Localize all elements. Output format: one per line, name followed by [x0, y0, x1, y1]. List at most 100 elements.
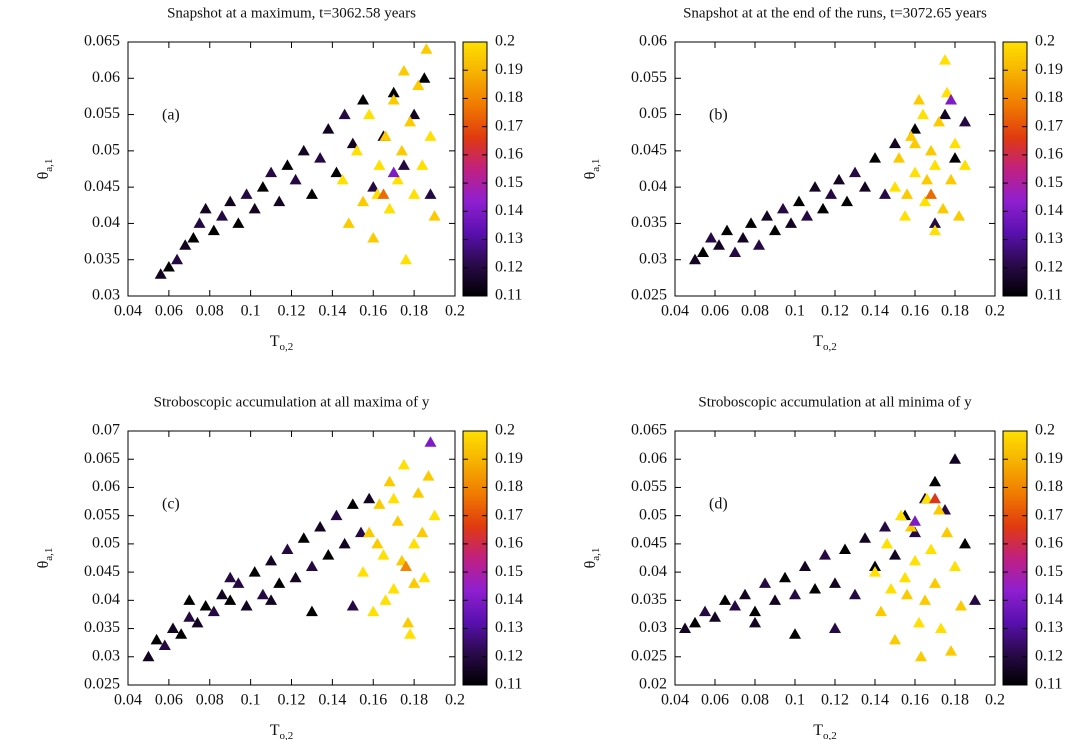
scatter-point: [913, 94, 925, 105]
scatter-point: [424, 436, 437, 447]
x-tick-label: 0.16: [901, 692, 929, 709]
scatter-point: [945, 94, 957, 105]
scatter-point: [833, 173, 845, 185]
scatter-point: [889, 137, 901, 149]
x-tick-label: 0.18: [400, 692, 428, 709]
scatter-point: [371, 537, 384, 549]
x-tick-label: 0.06: [701, 303, 729, 320]
y-tick-label: 0.05: [639, 506, 667, 523]
colorbar-tick-label: 0.15: [1035, 174, 1063, 191]
scatter-point: [879, 188, 891, 199]
scatter-point: [941, 526, 953, 538]
scatter-point: [265, 594, 278, 605]
y-tick-label: 0.03: [92, 647, 120, 664]
y-axis-label-sub: a,1: [43, 159, 55, 172]
scatter-point: [925, 144, 937, 156]
scatter-point: [941, 86, 953, 98]
scatter-point: [945, 173, 957, 185]
colorbar-tick-label: 0.16: [1035, 535, 1063, 552]
scatter-point: [232, 577, 245, 588]
scatter-point: [367, 181, 380, 192]
x-tick-label: 0.1: [241, 303, 261, 320]
scatter-point: [769, 224, 781, 236]
scatter-point: [849, 166, 861, 178]
x-axis-label: To,2: [270, 722, 294, 740]
scatter-point: [969, 594, 981, 605]
x-tick-label: 0.04: [114, 692, 142, 709]
colorbar-tick-label: 0.18: [495, 478, 523, 495]
x-tick-label: 0.2: [985, 692, 1005, 709]
scatter-point: [749, 605, 761, 617]
x-tick-label: 0.06: [155, 692, 183, 709]
scatter-point: [709, 611, 721, 622]
scatter-point: [377, 188, 390, 199]
scatter-point: [917, 108, 929, 120]
scatter-point: [939, 54, 951, 65]
scatter-point: [420, 43, 433, 54]
scatter-point: [171, 253, 184, 265]
scatter-point: [404, 628, 417, 639]
scatter-point: [367, 605, 380, 617]
x-tick-label: 0.14: [318, 692, 346, 709]
scatter-point: [248, 566, 261, 577]
y-tick-label: 0.03: [639, 250, 667, 267]
colorbar-tick-label: 0.19: [495, 450, 523, 467]
scatter-point: [387, 86, 400, 98]
colorbar-tick-label: 0.13: [1035, 230, 1063, 247]
y-tick-label: 0.04: [639, 563, 667, 580]
scatter-point: [705, 231, 717, 243]
x-axis-label: To,2: [270, 333, 294, 353]
colorbar-tick-label: 0.2: [1035, 33, 1055, 50]
x-axis-label-main: T: [813, 722, 823, 739]
scatter-point: [379, 594, 392, 605]
y-tick-label: 0.06: [92, 69, 120, 86]
y-tick-label: 0.045: [84, 563, 120, 580]
y-axis-label-main: θ: [582, 561, 599, 569]
y-tick-label: 0.035: [84, 619, 120, 636]
scatter-point: [162, 260, 175, 272]
scatter-point: [933, 115, 945, 127]
y-tick-label: 0.025: [631, 287, 667, 304]
scatter-point: [905, 130, 917, 141]
y-axis-label-main: θ: [35, 561, 52, 569]
scatter-point: [401, 616, 414, 628]
scatter-point: [322, 123, 335, 134]
scatter-point: [422, 470, 435, 481]
y-tick-label: 0.025: [631, 647, 667, 664]
scatter-point: [859, 532, 871, 543]
y-tick-label: 0.04: [92, 214, 120, 231]
x-tick-label: 0.04: [661, 303, 689, 320]
scatter-point: [829, 622, 841, 634]
scatter-point: [737, 231, 749, 243]
colorbar-tick-label: 0.13: [495, 619, 523, 636]
scatter-point: [346, 137, 359, 149]
scatter-point: [305, 560, 318, 571]
scatter-point: [949, 152, 961, 163]
scatter-point: [404, 115, 417, 127]
scatter-point: [314, 152, 327, 163]
scatter-point: [839, 543, 851, 555]
y-axis-label: θa,1: [582, 159, 602, 180]
y-axis-label-main: θ: [35, 172, 52, 180]
scatter-point: [387, 583, 400, 594]
scatter-point: [183, 611, 196, 622]
x-tick-label: 0.18: [941, 303, 969, 320]
scatter-point: [281, 159, 294, 170]
scatter-point: [391, 173, 404, 185]
y-tick-label: 0.025: [84, 676, 120, 693]
plot-frame: [674, 430, 996, 686]
scatter-point: [373, 498, 386, 509]
colorbar-tick-label: 0.2: [495, 33, 515, 50]
scatter-point: [428, 210, 441, 221]
colorbar-tick-label: 0.19: [1035, 450, 1063, 467]
scatter-point: [909, 166, 921, 178]
scatter-point: [817, 202, 829, 214]
scatter-point: [342, 217, 355, 228]
y-tick-label: 0.07: [92, 422, 120, 439]
scatter-point: [933, 504, 945, 515]
y-tick-label: 0.065: [631, 422, 667, 439]
colorbar-tick-label: 0.12: [495, 258, 523, 275]
scatter-point: [729, 599, 741, 611]
colorbar-tick-label: 0.14: [1035, 591, 1063, 608]
scatter-point: [377, 549, 390, 560]
